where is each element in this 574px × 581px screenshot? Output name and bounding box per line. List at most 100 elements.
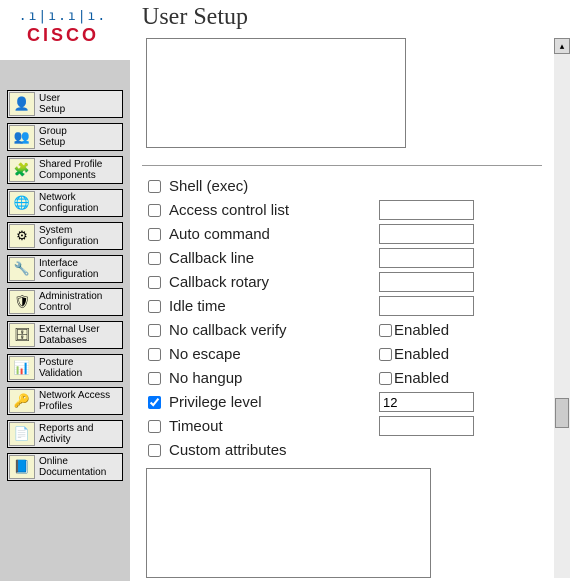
checkbox-callback-rotary[interactable] (148, 276, 161, 289)
nav-label: SystemConfiguration (35, 225, 98, 247)
enabled-cell: Enabled (379, 346, 449, 363)
nav-icon: 🛡 (9, 290, 35, 314)
form-rows: Shell (exec) Access control list Auto comm… (142, 174, 542, 462)
form-row-6: No callback verify Enabled (148, 318, 542, 342)
form-row-5: Idle time (148, 294, 542, 318)
nav-icon: 🔧 (9, 257, 35, 281)
cisco-logo: .ı|ı.ı|ı. CISCO (18, 10, 108, 46)
nav-label: AdministrationControl (35, 291, 102, 313)
form-row-10: Timeout (148, 414, 542, 438)
row-label: Callback rotary (169, 274, 379, 291)
nav-icon: 🗄 (9, 323, 35, 347)
sidebar-item-8[interactable]: 📊PostureValidation (7, 354, 123, 382)
nav-label: PostureValidation (35, 357, 82, 379)
sidebar-item-5[interactable]: 🔧InterfaceConfiguration (7, 255, 123, 283)
nav-icon: 📊 (9, 356, 35, 380)
enabled-label: Enabled (394, 346, 449, 363)
sidebar-item-1[interactable]: 👥GroupSetup (7, 123, 123, 151)
checkbox-privilege-level[interactable] (148, 396, 161, 409)
input-auto-command[interactable] (379, 224, 474, 244)
checkbox-no-escape[interactable] (148, 348, 161, 361)
enabled-cell: Enabled (379, 322, 449, 339)
nav-label: Reports andActivity (35, 423, 93, 445)
main-panel: Shell (exec) Access control list Auto comm… (142, 38, 542, 578)
row-label: Callback line (169, 250, 379, 267)
input-access-control-list[interactable] (379, 200, 474, 220)
enabled-label: Enabled (394, 370, 449, 387)
nav-icon: 🌐 (9, 191, 35, 215)
nav-label: Network AccessProfiles (35, 390, 110, 412)
nav-label: Shared ProfileComponents (35, 159, 102, 181)
form-row-1: Access control list (148, 198, 542, 222)
checkbox-no-callback-verify[interactable] (148, 324, 161, 337)
nav-label: OnlineDocumentation (35, 456, 106, 478)
logo-bars: .ı|ı.ı|ı. (18, 10, 108, 23)
nav-icon: 🔑 (9, 389, 35, 413)
row-label: Auto command (169, 226, 379, 243)
form-row-11: Custom attributes (148, 438, 542, 462)
input-privilege-level[interactable] (379, 392, 474, 412)
top-textarea[interactable] (146, 38, 406, 148)
sidebar-item-6[interactable]: 🛡AdministrationControl (7, 288, 123, 316)
nav-label: UserSetup (35, 93, 65, 115)
form-row-9: Privilege level (148, 390, 542, 414)
nav-icon: ⚙ (9, 224, 35, 248)
form-row-4: Callback rotary (148, 270, 542, 294)
nav-icon: 📘 (9, 455, 35, 479)
sidebar-item-11[interactable]: 📘OnlineDocumentation (7, 453, 123, 481)
scroll-thumb[interactable] (555, 398, 569, 428)
row-label: Privilege level (169, 394, 379, 411)
sidebar-item-9[interactable]: 🔑Network AccessProfiles (7, 387, 123, 415)
vertical-scrollbar[interactable]: ▴ (554, 38, 570, 578)
input-timeout[interactable] (379, 416, 474, 436)
checkbox-no-hangup[interactable] (148, 372, 161, 385)
row-label: No callback verify (169, 322, 379, 339)
enabled-checkbox[interactable] (379, 372, 392, 385)
form-row-8: No hangup Enabled (148, 366, 542, 390)
form-row-3: Callback line (148, 246, 542, 270)
sidebar-item-2[interactable]: 🧩Shared ProfileComponents (7, 156, 123, 184)
form-row-7: No escape Enabled (148, 342, 542, 366)
divider (142, 165, 542, 166)
sidebar-item-4[interactable]: ⚙SystemConfiguration (7, 222, 123, 250)
enabled-checkbox[interactable] (379, 324, 392, 337)
row-label: Idle time (169, 298, 379, 315)
logo-text: CISCO (18, 25, 108, 46)
nav-icon: 👥 (9, 125, 35, 149)
row-label: Timeout (169, 418, 379, 435)
form-row-0: Shell (exec) (148, 174, 542, 198)
nav-icon: 🧩 (9, 158, 35, 182)
enabled-checkbox[interactable] (379, 348, 392, 361)
row-label: No hangup (169, 370, 379, 387)
nav-icon: 📄 (9, 422, 35, 446)
checkbox-access-control-list[interactable] (148, 204, 161, 217)
page-title: User Setup (142, 4, 248, 31)
nav-label: External UserDatabases (35, 324, 100, 346)
sidebar-item-7[interactable]: 🗄External UserDatabases (7, 321, 123, 349)
nav-label: GroupSetup (35, 126, 67, 148)
input-idle-time[interactable] (379, 296, 474, 316)
form-row-2: Auto command (148, 222, 542, 246)
row-label: Shell (exec) (169, 178, 379, 195)
sidebar-item-10[interactable]: 📄Reports andActivity (7, 420, 123, 448)
input-callback-line[interactable] (379, 248, 474, 268)
custom-attributes-textarea[interactable] (146, 468, 431, 578)
nav-icon: 👤 (9, 92, 35, 116)
sidebar-item-0[interactable]: 👤UserSetup (7, 90, 123, 118)
checkbox-callback-line[interactable] (148, 252, 161, 265)
sidebar: 👤UserSetup👥GroupSetup🧩Shared ProfileComp… (0, 60, 130, 581)
row-label: No escape (169, 346, 379, 363)
input-callback-rotary[interactable] (379, 272, 474, 292)
checkbox-shell-exec-[interactable] (148, 180, 161, 193)
checkbox-timeout[interactable] (148, 420, 161, 433)
checkbox-auto-command[interactable] (148, 228, 161, 241)
enabled-label: Enabled (394, 322, 449, 339)
checkbox-idle-time[interactable] (148, 300, 161, 313)
sidebar-item-3[interactable]: 🌐NetworkConfiguration (7, 189, 123, 217)
row-label: Custom attributes (169, 442, 379, 459)
checkbox-custom-attributes[interactable] (148, 444, 161, 457)
row-label: Access control list (169, 202, 379, 219)
nav-label: InterfaceConfiguration (35, 258, 98, 280)
scroll-up-arrow[interactable]: ▴ (554, 38, 570, 54)
nav-label: NetworkConfiguration (35, 192, 98, 214)
